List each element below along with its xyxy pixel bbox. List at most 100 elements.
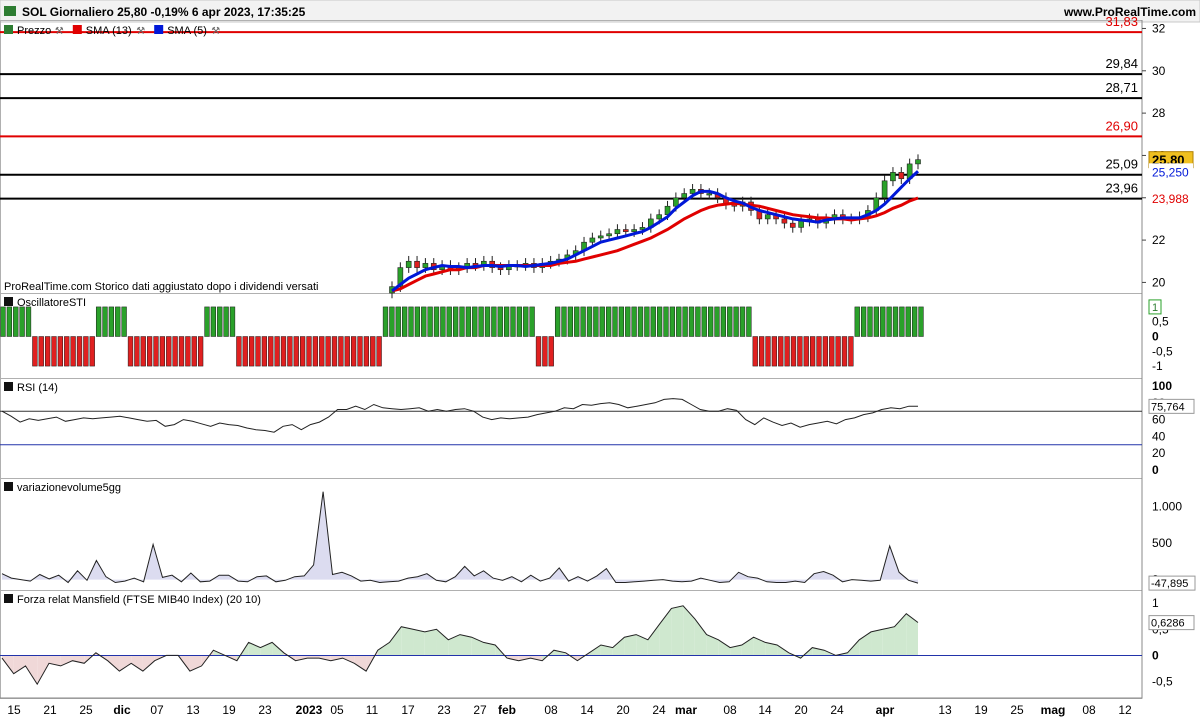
level-label: 29,84 <box>1105 56 1138 71</box>
last-value-label: 25,250 <box>1152 165 1189 179</box>
sma5-line <box>391 170 919 293</box>
osc-bar <box>172 336 178 367</box>
osc-swatch <box>4 297 13 306</box>
osc-bar <box>618 306 625 337</box>
candle <box>414 260 420 268</box>
candle <box>631 229 637 232</box>
mansfield-area-seg <box>424 629 437 656</box>
osc-bar <box>497 306 503 337</box>
mansfield-area-seg <box>471 637 484 656</box>
osc-bar <box>331 336 338 367</box>
candle <box>589 237 596 243</box>
osc-bar <box>293 336 299 367</box>
x-tick-label: 13 <box>938 703 952 717</box>
chart-note: ProRealTime.com Storico dati aggiustato … <box>4 281 318 293</box>
osc-bar <box>561 306 567 337</box>
x-tick-label: mar <box>675 703 697 717</box>
candle <box>405 260 412 268</box>
osc-bar <box>484 306 491 337</box>
osc-bar <box>389 306 395 337</box>
mansfield-area-seg <box>107 655 120 672</box>
osc-bar <box>612 306 618 337</box>
osc-bar <box>350 336 357 367</box>
level-label: 26,90 <box>1105 118 1138 133</box>
osc-bar <box>51 336 57 367</box>
osc-bar <box>319 336 325 367</box>
osc-bar <box>599 306 605 337</box>
osc-bar <box>433 306 440 337</box>
legend-label: SMA (13) <box>86 25 132 37</box>
legend-swatch <box>4 25 13 34</box>
sma13-line <box>391 196 919 293</box>
price-tick-label: 20 <box>1152 275 1166 289</box>
osc-bar <box>0 306 6 337</box>
osc-bar <box>210 306 217 337</box>
mansfield-tick-label: -0,5 <box>1152 675 1173 689</box>
last-value-badge <box>1149 163 1193 180</box>
osc-bar <box>140 336 146 367</box>
x-tick-label: 25 <box>79 703 93 717</box>
candle <box>597 235 604 239</box>
mansfield-area-seg <box>307 655 320 659</box>
mansfield-area-seg <box>25 655 38 685</box>
mansfield-area-seg <box>871 629 883 656</box>
osc-bar <box>223 306 229 337</box>
osc-bar <box>790 336 797 367</box>
mansfield-area-seg <box>506 655 519 661</box>
osc-bar <box>76 336 83 367</box>
osc-bar <box>204 306 210 337</box>
x-tick-label: 13 <box>186 703 200 717</box>
x-tick-label: 07 <box>150 703 164 717</box>
candle <box>606 233 612 237</box>
wrench-icon: ⚒ <box>136 26 145 37</box>
osc-bar <box>758 336 765 367</box>
x-tick-label: 08 <box>1082 703 1096 717</box>
osc-bar <box>236 336 242 367</box>
osc-bar <box>376 336 382 367</box>
osc-bar <box>701 306 707 337</box>
x-tick-label: 23 <box>437 703 451 717</box>
x-tick-label: 20 <box>616 703 630 717</box>
legend-swatch <box>154 25 164 34</box>
osc-bar <box>274 336 280 367</box>
price-tick-label: 30 <box>1152 64 1166 78</box>
osc-bar <box>739 306 746 337</box>
osc-bar <box>574 306 580 337</box>
osc-bar <box>261 336 268 367</box>
x-tick-label: 08 <box>544 703 558 717</box>
osc-bar <box>299 336 306 367</box>
osc-bar <box>19 306 25 337</box>
volume-tick-label: 500 <box>1152 536 1172 550</box>
mansfield-area-seg <box>565 652 578 661</box>
rsi-tick-label: 100 <box>1152 379 1172 393</box>
osc-bar <box>242 336 248 367</box>
osc-bar <box>676 306 682 337</box>
mansfield-area-seg <box>882 626 895 656</box>
candle <box>789 222 796 228</box>
osc-bar <box>510 306 516 337</box>
x-tick-label: 14 <box>758 703 772 717</box>
mansfield-tick-label: 1 <box>1152 596 1159 610</box>
osc-bar <box>809 336 816 367</box>
osc-bar <box>121 306 127 337</box>
osc-bar <box>880 306 886 337</box>
mansfield-area-seg <box>448 634 460 656</box>
mansfield-area-seg <box>142 655 155 672</box>
candle <box>422 263 429 268</box>
osc-bar <box>567 306 574 337</box>
level-label: 31,83 <box>1105 14 1138 29</box>
mansfield-area-seg <box>483 642 496 656</box>
osc-bar <box>395 306 401 337</box>
last-value-badge <box>1149 190 1193 207</box>
osc-bar <box>64 336 70 367</box>
panel-frame-rsi <box>0 378 1143 479</box>
osc-bar <box>89 336 95 367</box>
x-tick-label: 19 <box>222 703 236 717</box>
osc-bar <box>886 306 892 337</box>
mansfield-area-seg <box>354 655 367 672</box>
x-tick-label: 19 <box>974 703 988 717</box>
mansfield-last-label: 0,6286 <box>1151 618 1185 630</box>
mansfield-area-seg <box>401 626 414 656</box>
osc-bar <box>344 336 350 367</box>
